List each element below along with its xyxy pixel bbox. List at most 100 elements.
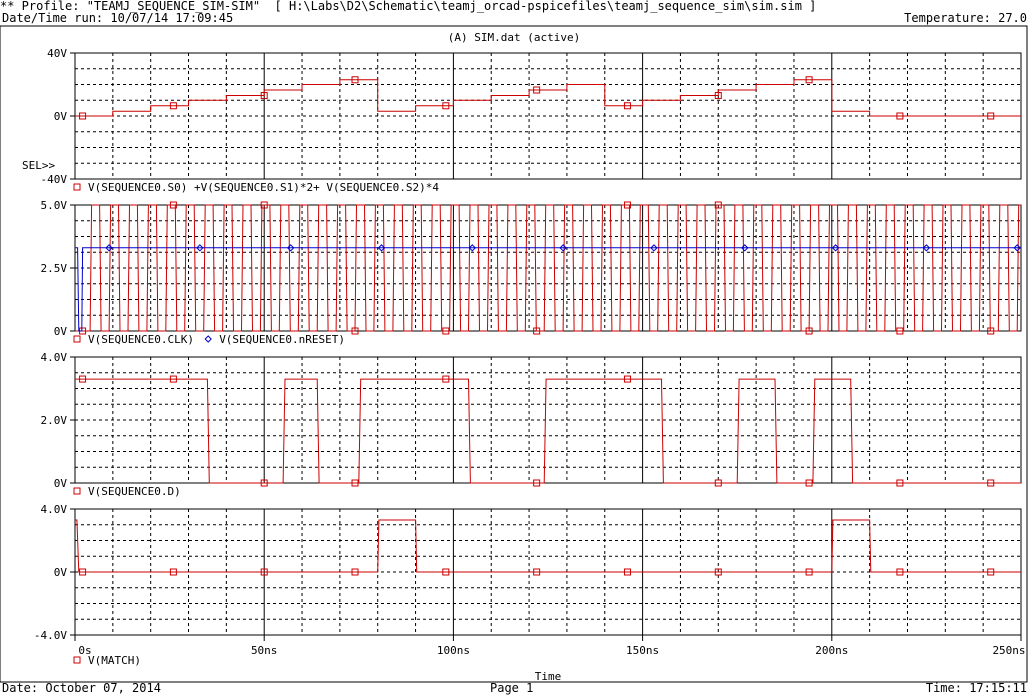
plot-window-border: [0, 25, 1028, 683]
trace-marker-square: [623, 375, 631, 383]
trace-marker-square: [79, 375, 87, 383]
trace-marker-square: [79, 112, 87, 120]
trace-marker-square: [896, 112, 904, 120]
trace-marker-diamond: [559, 244, 567, 252]
trace-marker-square: [714, 568, 722, 576]
trace-marker-square: [896, 568, 904, 576]
footer-date: Date: October 07, 2014: [2, 681, 161, 695]
trace-marker-square: [987, 568, 995, 576]
trace-marker-square: [442, 327, 450, 335]
window-title: (A) SIM.dat (active): [448, 31, 580, 44]
y-tick-label: -40V: [41, 173, 68, 186]
trace-marker-square: [714, 479, 722, 487]
trace-marker-square: [169, 201, 177, 209]
y-tick-label: 0V: [54, 566, 68, 579]
legend-label[interactable]: V(MATCH): [88, 654, 141, 667]
plot-panel-3[interactable]: 4.0V 2.0V 0V: [41, 351, 1022, 490]
trace-marker-diamond: [377, 244, 386, 252]
y-tick-label: 40V: [47, 47, 67, 60]
legend-label[interactable]: V(SEQUENCE0.CLK): [88, 333, 194, 346]
trace-marker-diamond: [468, 244, 477, 252]
trace-marker-square: [987, 112, 995, 120]
trace-1[interactable]: [75, 79, 1021, 117]
trace-1[interactable]: [75, 519, 1021, 573]
trace-marker-square: [169, 375, 177, 383]
trace-marker-square: [351, 76, 359, 84]
x-tick-label: 250ns: [992, 644, 1025, 657]
trace-marker-square: [623, 102, 631, 110]
trace-marker-square: [623, 201, 631, 209]
trace-2[interactable]: [75, 247, 1021, 332]
trace-marker-square: [533, 327, 541, 335]
trace-marker-square: [351, 479, 359, 487]
x-axis-label: Time: [535, 670, 562, 683]
legend-marker-square: [73, 487, 81, 495]
trace-marker-square: [896, 479, 904, 487]
sel-marker: SEL>>: [22, 159, 55, 172]
y-tick-label: 2.0V: [41, 414, 68, 427]
trace-marker-square: [260, 568, 268, 576]
x-tick-label: 200ns: [815, 644, 848, 657]
y-tick-label: -4.0V: [34, 629, 67, 642]
x-tick-label: 100ns: [437, 644, 470, 657]
trace-marker-diamond: [1013, 244, 1021, 252]
y-tick-label: 4.0V: [41, 503, 68, 516]
trace-marker-square: [260, 92, 268, 100]
trace-marker-square: [987, 327, 995, 335]
trace-marker-square: [260, 201, 268, 209]
trace-marker-square: [533, 479, 541, 487]
profile-header: ** Profile: "TEAMJ_SEQUENCE_SIM-SIM" [ H…: [0, 0, 817, 13]
trace-marker-square: [351, 568, 359, 576]
legend-marker-square: [73, 183, 81, 191]
trace-marker-diamond: [741, 244, 749, 252]
plot-panel-1[interactable]: 40V 0V -40V: [41, 47, 1022, 186]
trace-marker-square: [805, 479, 813, 487]
trace-marker-square: [533, 568, 541, 576]
trace-marker-diamond: [196, 244, 204, 252]
trace-1[interactable]: [75, 378, 1021, 484]
y-tick-label: 0V: [54, 110, 68, 123]
plot-panel-4[interactable]: 4.0V 0V -4.0V: [34, 503, 1022, 642]
trace-marker-square: [351, 327, 359, 335]
trace-1[interactable]: [75, 204, 1021, 332]
x-tick-label: 0s: [78, 644, 91, 657]
y-tick-label: 4.0V: [41, 351, 68, 364]
trace-marker-diamond: [922, 244, 931, 252]
legend-label[interactable]: V(SEQUENCE0.nRESET): [219, 333, 345, 346]
trace-marker-square: [169, 102, 177, 110]
trace-marker-square: [714, 201, 722, 209]
legend-marker-square: [73, 335, 81, 343]
plot-panel-2[interactable]: 5.0V 2.5V 0V: [41, 199, 1022, 338]
legend-label[interactable]: V(SEQUENCE0.D): [88, 485, 181, 498]
y-tick-label: 0V: [54, 325, 68, 338]
trace-marker-square: [260, 479, 268, 487]
trace-marker-square: [169, 568, 177, 576]
trace-marker-diamond: [105, 244, 113, 252]
x-tick-label: 50ns: [251, 644, 278, 657]
trace-marker-diamond: [831, 244, 840, 252]
trace-marker-square: [714, 92, 722, 100]
trace-marker-square: [442, 568, 450, 576]
datetime-run: Date/Time run: 10/07/14 17:09:45: [2, 11, 234, 25]
y-tick-label: 0V: [54, 477, 68, 490]
trace-marker-square: [533, 86, 541, 94]
trace-marker-square: [442, 102, 450, 110]
legend-label[interactable]: V(SEQUENCE0.S0) +V(SEQUENCE0.S1)*2+ V(SE…: [88, 181, 439, 194]
footer-page: Page 1: [490, 681, 534, 695]
trace-marker-square: [623, 568, 631, 576]
trace-marker-square: [805, 76, 813, 84]
footer-time: Time: 17:15:11: [925, 681, 1027, 695]
y-tick-label: 2.5V: [41, 262, 68, 275]
trace-marker-diamond: [286, 244, 295, 252]
legend-marker-diamond: [204, 335, 212, 343]
temperature-readout: Temperature: 27.0: [904, 11, 1027, 25]
y-tick-label: 5.0V: [41, 199, 68, 212]
trace-marker-square: [805, 568, 813, 576]
trace-marker-square: [442, 375, 450, 383]
trace-marker-square: [896, 327, 904, 335]
trace-marker-diamond: [650, 244, 658, 252]
trace-marker-square: [79, 568, 87, 576]
x-tick-label: 150ns: [626, 644, 659, 657]
trace-marker-square: [987, 479, 995, 487]
